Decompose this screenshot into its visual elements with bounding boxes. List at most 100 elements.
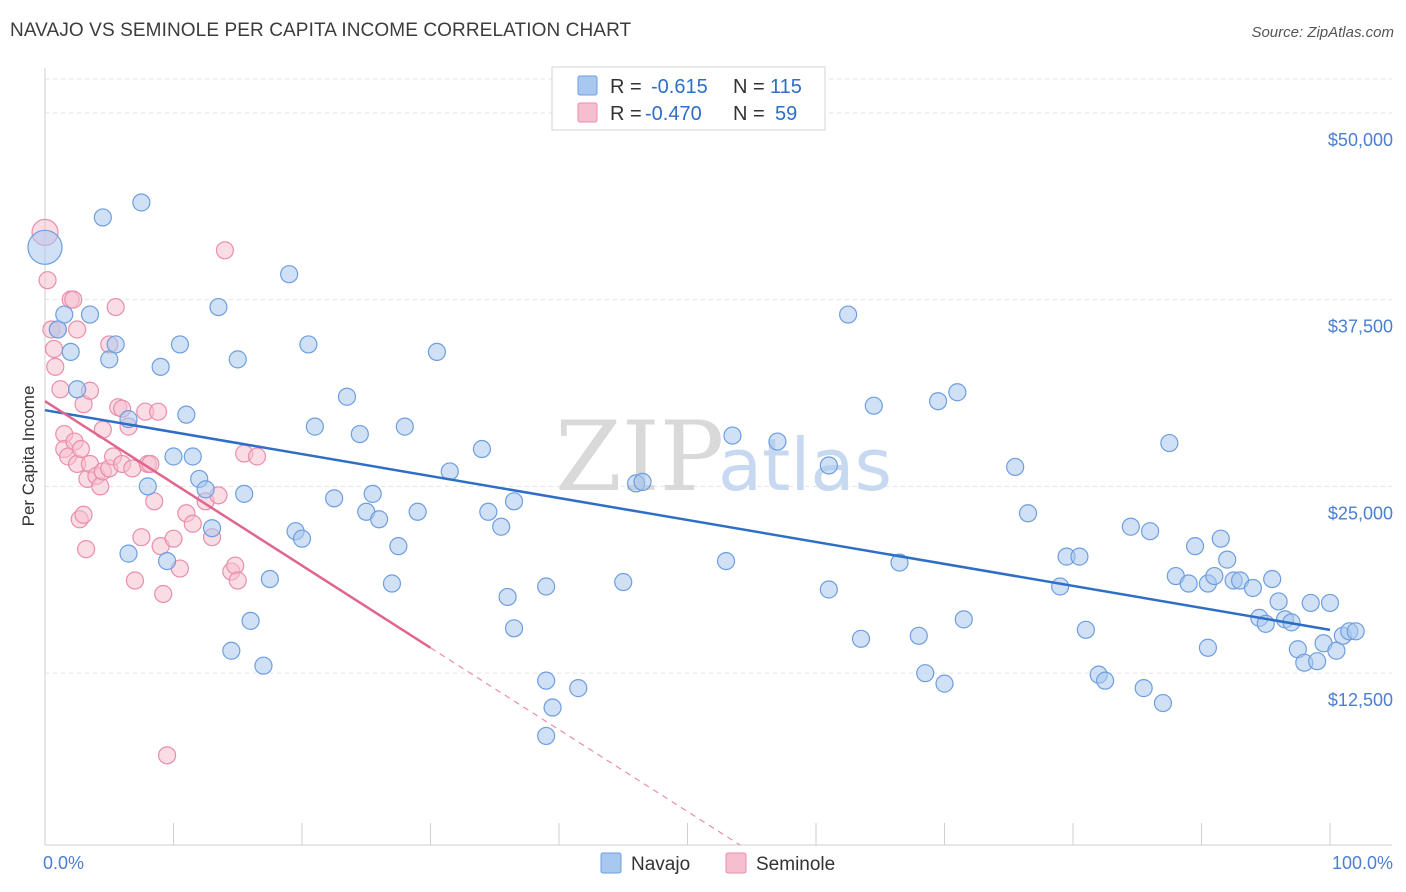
navajo-point [890,553,909,572]
bottom-legend-swatch-navajo [600,852,622,874]
navajo-point [498,587,517,607]
navajo-point [1076,620,1095,639]
y-axis-label: Per Capita Income [19,386,38,527]
legend-r-value-seminole: -0.470 [645,103,702,125]
navajo-point [164,447,183,466]
x-tick-label-0: 0.0% [43,853,84,873]
navajo-point [916,664,935,683]
bottom-legend-seminole: Seminole [756,854,835,875]
navajo-point [1243,578,1263,598]
seminole-point [74,505,93,524]
navajo-point [132,193,151,212]
navajo-point [1320,593,1340,613]
y-tick-labels: $12,500 $25,000 $37,500 $50,000 [1328,130,1393,710]
bottom-legend-navajo: Navajo [631,854,690,875]
navajo-point [1006,457,1025,477]
seminole-point [68,320,87,339]
navajo-point [543,698,562,717]
seminole-point [132,528,151,547]
chart-title: NAVAJO VS SEMINOLE PER CAPITA INCOME COR… [10,20,632,41]
navajo-point [819,580,838,599]
navajo-point [408,502,427,521]
seminole-point [226,556,245,575]
seminole-point [106,297,125,317]
navajo-point [68,380,87,399]
legend-n-label-navajo: N = [733,76,765,98]
watermark-zip: ZIP [555,401,724,513]
legend-r-label-seminole: R = [610,103,642,125]
navajo-point [292,529,312,548]
navajo-point [472,439,491,459]
legend-swatch-seminole [577,102,598,123]
seminole-point [148,402,168,421]
navajo-point [241,611,260,630]
navajo-point [479,502,498,521]
trend-lines [44,400,1331,846]
legend-n-value-navajo: 115 [770,76,802,98]
navajo-points [27,193,1365,746]
navajo-point [1308,652,1327,671]
navajo-point [909,626,928,645]
navajo-point [1096,671,1115,690]
navajo-point [196,480,215,499]
navajo-point [235,484,254,503]
axes [44,68,1392,846]
y-tick-label-1: $25,000 [1328,503,1393,523]
seminole-point [164,529,183,548]
navajo-point [1198,638,1218,657]
navajo-point [819,456,838,475]
navajo-point [363,484,382,503]
legend-r-value-navajo: -0.615 [651,76,708,98]
navajo-point [1160,433,1179,453]
seminole-point [77,540,96,559]
seminole-point [91,477,110,496]
seminole-point [46,357,65,376]
navajo-point [716,551,736,571]
seminole-point [183,514,202,533]
navajo-point [1140,522,1160,541]
navajo-point [55,305,74,324]
seminole-trend-line [44,400,432,649]
y-tick-label-0: $12,500 [1328,690,1393,710]
seminole-point [38,271,57,290]
navajo-point [170,335,190,354]
seminole-point [125,571,145,590]
navajo-point [1205,566,1224,586]
navajo-point [350,424,369,444]
seminole-point [71,439,91,459]
legend-r-label-navajo: R = [610,76,642,98]
navajo-point [935,674,954,693]
navajo-point [93,208,112,227]
legend: R = -0.615 N = 115 R = -0.470 N = 59 [551,66,826,131]
navajo-point [157,551,177,571]
navajo-point [614,572,633,592]
navajo-point [537,671,556,690]
navajo-point [492,517,511,536]
navajo-point [202,519,222,538]
navajo-point [337,387,357,406]
legend-n-label-seminole: N = [733,103,765,125]
navajo-point [119,544,138,563]
navajo-point [723,426,742,445]
seminole-point [51,380,70,399]
seminole-point [157,746,177,765]
bottom-legend-swatch-seminole [725,852,747,874]
navajo-point [1179,574,1198,593]
seminole-point [247,447,267,466]
navajo-point [1018,504,1038,523]
watermark: ZIP atlas [555,401,892,513]
watermark-atlas: atlas [718,423,892,507]
seminole-point [154,584,173,604]
navajo-point [305,417,324,436]
navajo-point [864,396,883,415]
navajo-point [177,405,196,424]
x-tick-labels: 0.0% 100.0% [43,853,1393,873]
chart-source: Source: ZipAtlas.com [1251,24,1394,41]
navajo-point [768,432,787,451]
y-tick-label-2: $37,500 [1328,317,1393,337]
navajo-point [1218,550,1237,569]
navajo-point [1134,679,1153,698]
navajo-point [928,392,948,411]
seminole-point [215,241,234,260]
